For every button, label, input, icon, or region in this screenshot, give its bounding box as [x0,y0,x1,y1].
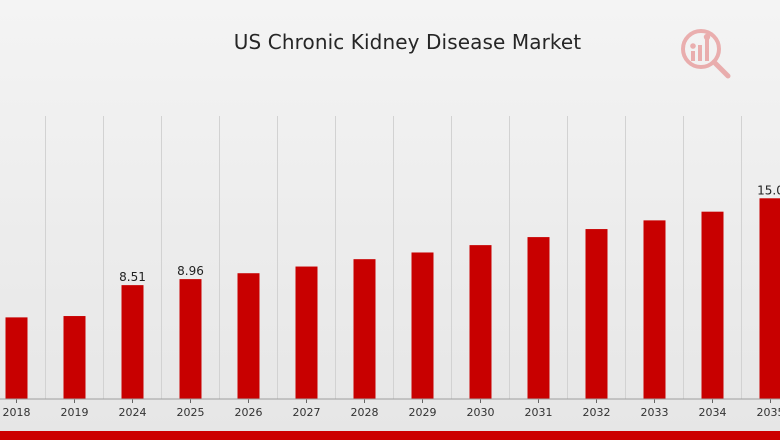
x-tick-label: 2031 [525,406,553,419]
x-tick-label: 2033 [641,406,669,419]
x-tick-label: 2029 [409,406,437,419]
x-tick-label: 2025 [177,406,205,419]
x-tick-label: 2024 [119,406,147,419]
x-tick-label: 2034 [699,406,727,419]
bar-2035 [759,198,780,399]
x-tick-label: 2030 [467,406,495,419]
x-tick-label: 2019 [61,406,89,419]
x-tick-label: 2032 [583,406,611,419]
bar-2025 [179,279,202,399]
bars-layer [5,198,780,399]
x-tick-label: 2035 [757,406,780,419]
bar-2018 [5,317,28,399]
x-tick-label: 2018 [3,406,31,419]
bar-2028 [353,259,376,399]
x-tick-label: 2026 [235,406,263,419]
bar-2034 [701,211,724,399]
x-tick-label: 2027 [293,406,321,419]
bar-2027 [295,266,318,399]
bar-2026 [237,273,260,399]
data-label: 8.51 [119,270,146,284]
chart-title: US Chronic Kidney Disease Market [233,30,582,54]
bar-2024 [121,285,144,399]
grid-lines [45,116,742,399]
bar-2031 [527,237,550,399]
bar-2032 [585,229,608,399]
bar-2029 [411,252,434,399]
bar-2030 [469,245,492,399]
bar-2019 [63,316,86,399]
brand-bottom-band [0,431,780,440]
brand-logo-icon [679,27,737,79]
data-label: 8.96 [177,264,204,278]
data-labels-layer: 8.51 8.96 15.0 [119,183,780,284]
x-axis: 2018 2019 2024 2025 2026 2027 2028 2029 2030 2031… [0,398,780,419]
bar-2033 [643,220,666,399]
data-label: 15.0 [757,183,780,197]
x-tick-label: 2028 [351,406,379,419]
